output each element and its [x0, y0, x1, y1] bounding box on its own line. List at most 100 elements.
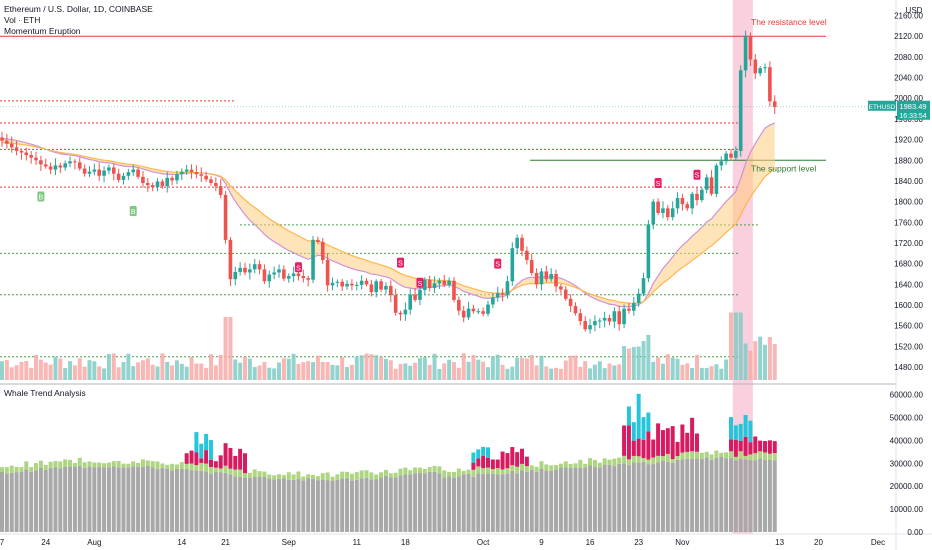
whale-bar-green — [592, 459, 597, 468]
whale-bar-green — [563, 461, 568, 468]
whale-bar-base — [515, 473, 520, 532]
whale-bar-green — [651, 457, 656, 465]
whale-bar-base — [729, 458, 733, 532]
whale-bar-base — [442, 477, 447, 532]
x-tick-label: 16 — [586, 538, 595, 547]
support-label: The support level — [751, 163, 816, 173]
whale-bar-base — [422, 473, 427, 532]
whale-bar-base — [767, 459, 772, 532]
whale-bar-base — [709, 459, 714, 532]
whale-bar-base — [379, 477, 384, 532]
volume-bar — [243, 356, 247, 380]
candle-body — [82, 168, 87, 174]
candle-body — [563, 289, 568, 299]
candle-body — [272, 272, 276, 275]
candle-body — [384, 285, 388, 290]
whale-bar-base — [597, 467, 602, 532]
volume-bar — [403, 363, 408, 380]
signal-badge-box — [654, 178, 662, 189]
candle-body — [529, 260, 534, 273]
candle-body — [364, 280, 369, 285]
whale-bar-green — [179, 462, 184, 469]
whale-bar-base — [651, 464, 656, 532]
volume-bar — [743, 343, 748, 380]
volume-bar — [102, 368, 107, 380]
whale-bar-base — [631, 462, 636, 532]
volume-bar — [724, 359, 729, 380]
volume-bar — [738, 312, 743, 380]
whale-bar-base — [568, 467, 573, 532]
volume-bar — [82, 366, 87, 380]
whale-bar-red — [738, 440, 743, 452]
whale-bar-green — [97, 462, 102, 468]
candle-body — [262, 269, 267, 282]
whale-bar-base — [72, 466, 77, 532]
volume-bar — [622, 346, 627, 380]
volume-bar — [476, 359, 481, 380]
whale-bar-green — [213, 467, 218, 472]
candle-body — [320, 241, 325, 261]
whale-bar-green — [233, 469, 238, 477]
whale-bar-green — [568, 463, 573, 468]
whale-bar-green — [257, 471, 262, 477]
candle-body — [476, 311, 481, 313]
whale-bar-base — [403, 474, 408, 532]
candle-body — [559, 286, 563, 290]
whale-bar-green — [665, 453, 670, 462]
volume-bar — [772, 344, 777, 380]
whale-bar-green — [77, 457, 82, 466]
candle-body — [709, 177, 714, 194]
volume-bar — [170, 365, 175, 380]
candle-body — [719, 161, 724, 166]
whale-bar-red — [665, 428, 670, 454]
volume-bar — [490, 356, 495, 380]
whale-bar-green — [602, 458, 607, 465]
price-tick-label: 1600.00 — [894, 301, 923, 310]
symbol-tag-text: ETHUSD — [869, 104, 896, 111]
candle-body — [549, 274, 553, 280]
whale-bar-base — [325, 480, 330, 532]
candle-body — [413, 294, 417, 300]
whale-bar-base — [461, 474, 466, 532]
candle-body — [136, 169, 140, 177]
whale-bar-base — [563, 467, 568, 532]
candle-body — [758, 68, 762, 74]
whale-bar-green — [456, 468, 461, 477]
candle-body — [447, 280, 451, 285]
volume-bar — [558, 368, 563, 380]
whale-bar-red — [646, 431, 651, 460]
whale-bar-base — [238, 476, 243, 532]
price-tick-label: 2000.00 — [894, 94, 923, 103]
candle-body — [369, 284, 374, 293]
volume-bar — [233, 359, 238, 380]
candle-body — [223, 194, 228, 240]
volume-bar — [179, 363, 184, 380]
candle-body — [155, 181, 160, 188]
volume-bar — [714, 364, 719, 380]
whale-bar-base — [204, 471, 209, 532]
signal-badge: S — [494, 258, 502, 269]
whale-bar-cyan — [486, 447, 490, 458]
volume-bar — [24, 360, 29, 380]
candle-body — [520, 237, 524, 251]
chart-title: Ethereum / U.S. Dollar, 1D, COINBASE — [4, 4, 153, 14]
candle-body — [583, 321, 587, 330]
candle-body — [588, 325, 592, 330]
whale-bar-red — [208, 459, 213, 468]
whale-tick-label: 60000.00 — [890, 391, 924, 400]
candle-body — [286, 276, 291, 279]
whale-bar-base — [48, 467, 53, 532]
whale-bar-base — [291, 479, 296, 532]
candle-body — [534, 272, 539, 285]
candle-body — [768, 67, 772, 102]
candle-body — [340, 281, 344, 287]
whale-bar-base — [43, 469, 48, 532]
whale-bar-base — [281, 478, 286, 532]
whale-bar-green — [442, 470, 447, 478]
candle-body — [116, 173, 121, 180]
whale-bar-red — [515, 452, 520, 467]
price-tick-label: 2040.00 — [894, 74, 923, 83]
volume-bar — [155, 366, 160, 380]
whale-bar-base — [476, 473, 481, 532]
